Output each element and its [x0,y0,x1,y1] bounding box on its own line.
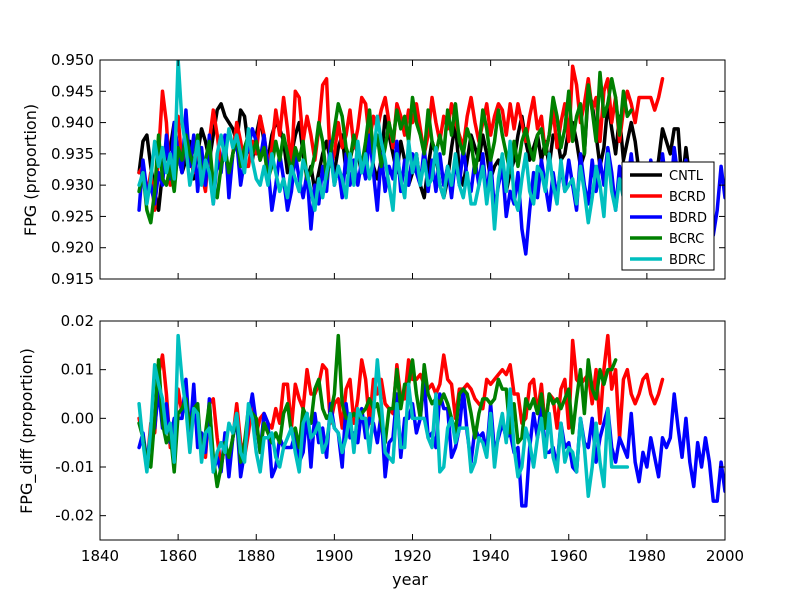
bottom-y-tick-label: -0.02 [55,507,94,525]
legend-label-bdrd: BDRD [669,211,707,226]
top-y-tick-label: 0.920 [51,239,94,257]
bottom-x-axis-label: year [392,570,428,589]
top-y-tick-label: 0.945 [51,82,94,100]
bottom-series-line-bdrd [137,377,725,508]
bottom-x-tick-label: 1940 [472,547,510,565]
bottom-plot-area [137,333,725,508]
legend-label-bdrc: BDRC [669,253,705,268]
top-y-tick-label: 0.935 [51,145,94,163]
legend-label-bcrc: BCRC [669,232,704,247]
top-y-axis-label: FPG (proportion) [21,104,40,236]
bottom-x-tick-label: 1840 [81,547,119,565]
bottom-series-line-bdrc [137,333,630,498]
bottom-y-tick-label: 0.01 [61,361,94,379]
top-plot-area [137,60,725,256]
bottom-x-tick-label: 1960 [550,547,588,565]
top-y-tick-label: 0.930 [51,176,94,194]
bottom-panel: 0.020.010.00-0.01-0.02 1840 1860 1880 1900 1… [17,312,744,589]
top-x-ticks [99,60,726,279]
bottom-y-ticks: 0.02 0.01 0.00 -0.01 -0.02 [55,312,725,525]
bottom-y-tick-label: -0.01 [55,458,94,476]
legend-label-bcrd: BCRD [669,190,706,205]
top-series-line-bcrc [137,70,633,225]
top-y-tick-label: 0.915 [51,270,94,288]
top-y-ticks: 0.915 0.920 0.925 0.930 0.935 0.940 0.945 0.950 [51,51,725,288]
top-series-line-bdrc [137,60,630,231]
bottom-x-tick-label: 1860 [159,547,197,565]
legend: CNTL BCRD BDRD BCRC BDRC [621,161,715,271]
bottom-x-tick-label: 1900 [315,547,353,565]
bottom-x-tick-label: 2000 [706,547,744,565]
bottom-x-tick-label: 1920 [393,547,431,565]
top-y-tick-label: 0.950 [51,51,94,69]
bottom-y-axis-label: FPG_diff (proportion) [17,348,37,514]
top-y-tick-label: 0.925 [51,207,94,225]
bottom-x-ticks: 1840 1860 1880 1900 1920 1940 1960 1980 2000 [81,321,744,565]
bottom-y-tick-label: 0.00 [61,409,94,427]
bottom-x-tick-label: 1980 [628,547,666,565]
top-panel: 0.915 0.920 0.925 0.930 0.935 0.940 0.945 0.950… [21,51,726,288]
bottom-series-line-bcrc [137,333,618,489]
bottom-y-tick-label: 0.02 [61,312,94,330]
bottom-x-tick-label: 1880 [237,547,275,565]
top-y-tick-label: 0.940 [51,114,94,132]
legend-label-cntl: CNTL [669,169,704,184]
